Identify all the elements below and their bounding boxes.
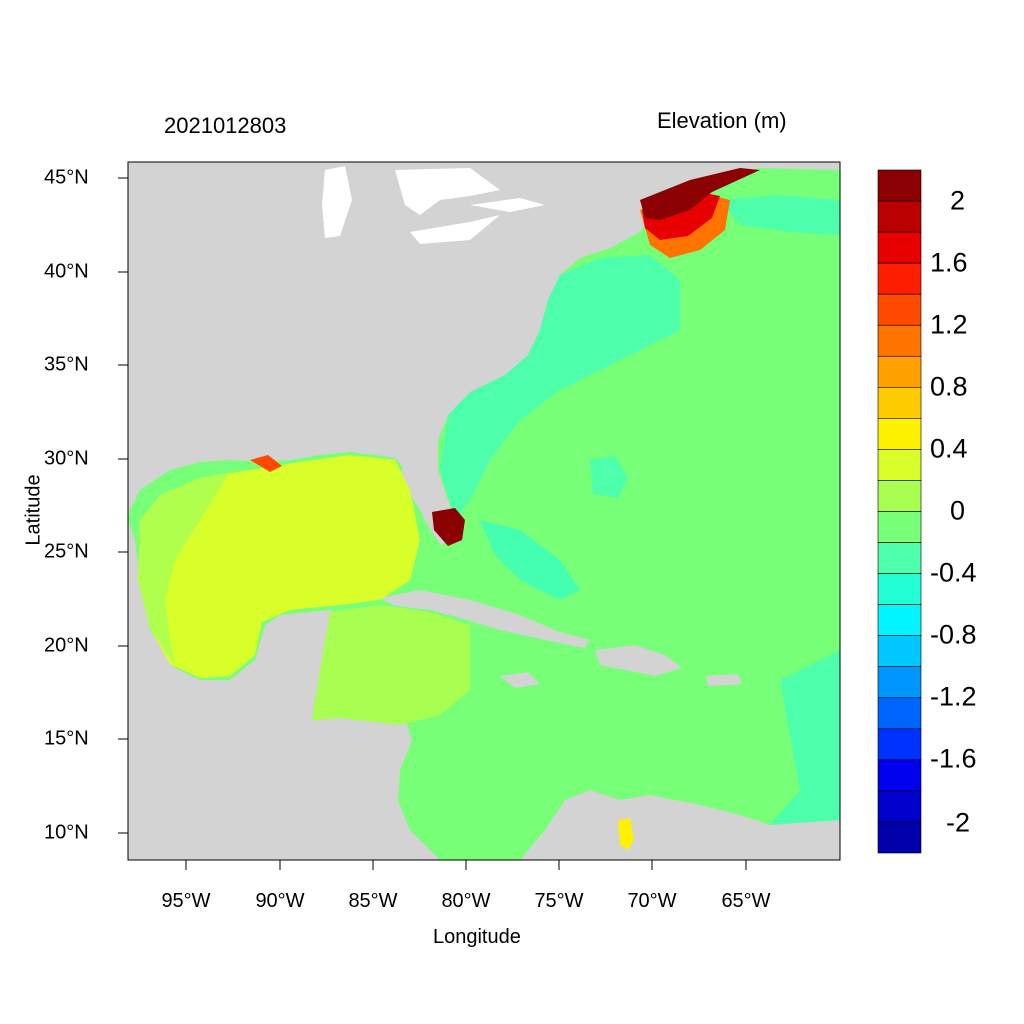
date-stamp: 2021012803 <box>164 113 287 138</box>
x-tick-marks <box>185 860 747 870</box>
map-area <box>128 162 840 860</box>
colorbar-label: 0 <box>950 495 966 526</box>
x-tick-label: 70°W <box>627 890 677 912</box>
x-tick-label: 95°W <box>161 890 211 912</box>
variable-title: Elevation (m) <box>657 108 787 133</box>
colorbar-label: 1.6 <box>930 247 968 278</box>
land-hispaniola <box>595 645 682 676</box>
y-tick-label: 40°N <box>44 260 89 283</box>
y-axis-label: Latitude <box>22 474 45 546</box>
colorbar-swatch <box>877 635 922 668</box>
colorbar <box>877 169 922 854</box>
y-tick-label: 10°N <box>44 821 89 844</box>
colorbar-swatch <box>877 231 922 264</box>
caribbean-west-field <box>312 605 470 725</box>
colorbar-swatch <box>877 697 922 730</box>
colorbar-swatch <box>877 573 922 605</box>
x-tick-label: 90°W <box>255 890 305 912</box>
x-axis-label: Longitude <box>433 926 521 948</box>
x-tick-label: 80°W <box>441 890 491 912</box>
colorbar-swatch <box>877 293 922 326</box>
y-tick-label: 35°N <box>44 353 89 376</box>
colorbar-swatch <box>877 262 922 295</box>
great-lakes <box>322 166 545 244</box>
colorbar-swatch <box>877 790 922 823</box>
surge-gulf-coast <box>250 455 282 472</box>
colorbar-swatch <box>877 200 922 233</box>
colorbar-swatch <box>877 169 922 202</box>
y-tick-label: 30°N <box>44 447 89 470</box>
colorbar-swatch <box>877 821 922 854</box>
colorbar-swatch <box>877 480 922 512</box>
plot-frame <box>127 161 841 861</box>
mid-atlantic-patch <box>590 456 628 498</box>
land-jamaica <box>500 672 540 688</box>
x-tick-label: 85°W <box>348 890 398 912</box>
colorbar-swatch <box>877 418 922 450</box>
colorbar-label: 0.8 <box>930 371 968 402</box>
colorbar-swatch <box>877 728 922 761</box>
colorbar-label: -0.8 <box>930 619 977 650</box>
y-tick-label: 45°N <box>44 166 89 189</box>
colorbar-label: -0.4 <box>930 557 977 588</box>
y-tick-label: 15°N <box>44 727 89 750</box>
colorbar-swatch <box>877 355 922 388</box>
colorbar-label: -1.2 <box>930 681 977 712</box>
land-cuba <box>380 590 590 648</box>
colorbar-swatch <box>877 604 922 636</box>
colorbar-label: 2 <box>950 185 966 216</box>
colorbar-swatch <box>877 666 922 699</box>
land-puerto-rico <box>706 674 742 686</box>
surge-new-england-max <box>640 168 760 220</box>
lake-maracaibo-surge <box>618 818 634 850</box>
colorbar-swatch <box>877 759 922 792</box>
colorbar-swatch <box>877 511 922 543</box>
y-tick-label: 25°N <box>44 540 89 563</box>
land-north-america <box>128 162 840 545</box>
colorbar-swatch <box>877 387 922 419</box>
gulf-maine-shelf <box>720 195 840 235</box>
east-caribbean-shelf <box>770 650 840 825</box>
gulf-surge-field <box>138 455 420 678</box>
colorbar-swatch <box>877 449 922 481</box>
y-tick-marks <box>118 177 128 834</box>
bahamas-shelf <box>480 520 580 600</box>
land-south-america <box>520 790 840 860</box>
colorbar-label: 1.2 <box>930 309 968 340</box>
x-tick-label: 65°W <box>721 890 771 912</box>
colorbar-swatch <box>877 324 922 357</box>
colorbar-label: -1.6 <box>930 743 977 774</box>
land-central-america <box>128 520 440 860</box>
colorbar-swatch <box>877 542 922 574</box>
gulf-west-band <box>138 472 230 666</box>
y-tick-label: 20°N <box>44 634 89 657</box>
colorbar-label: -2 <box>946 807 971 838</box>
colorbar-label: 0.4 <box>930 433 968 464</box>
surge-south-florida <box>432 508 465 546</box>
x-tick-label: 75°W <box>534 890 584 912</box>
atlantic-shelf-field <box>440 255 680 520</box>
